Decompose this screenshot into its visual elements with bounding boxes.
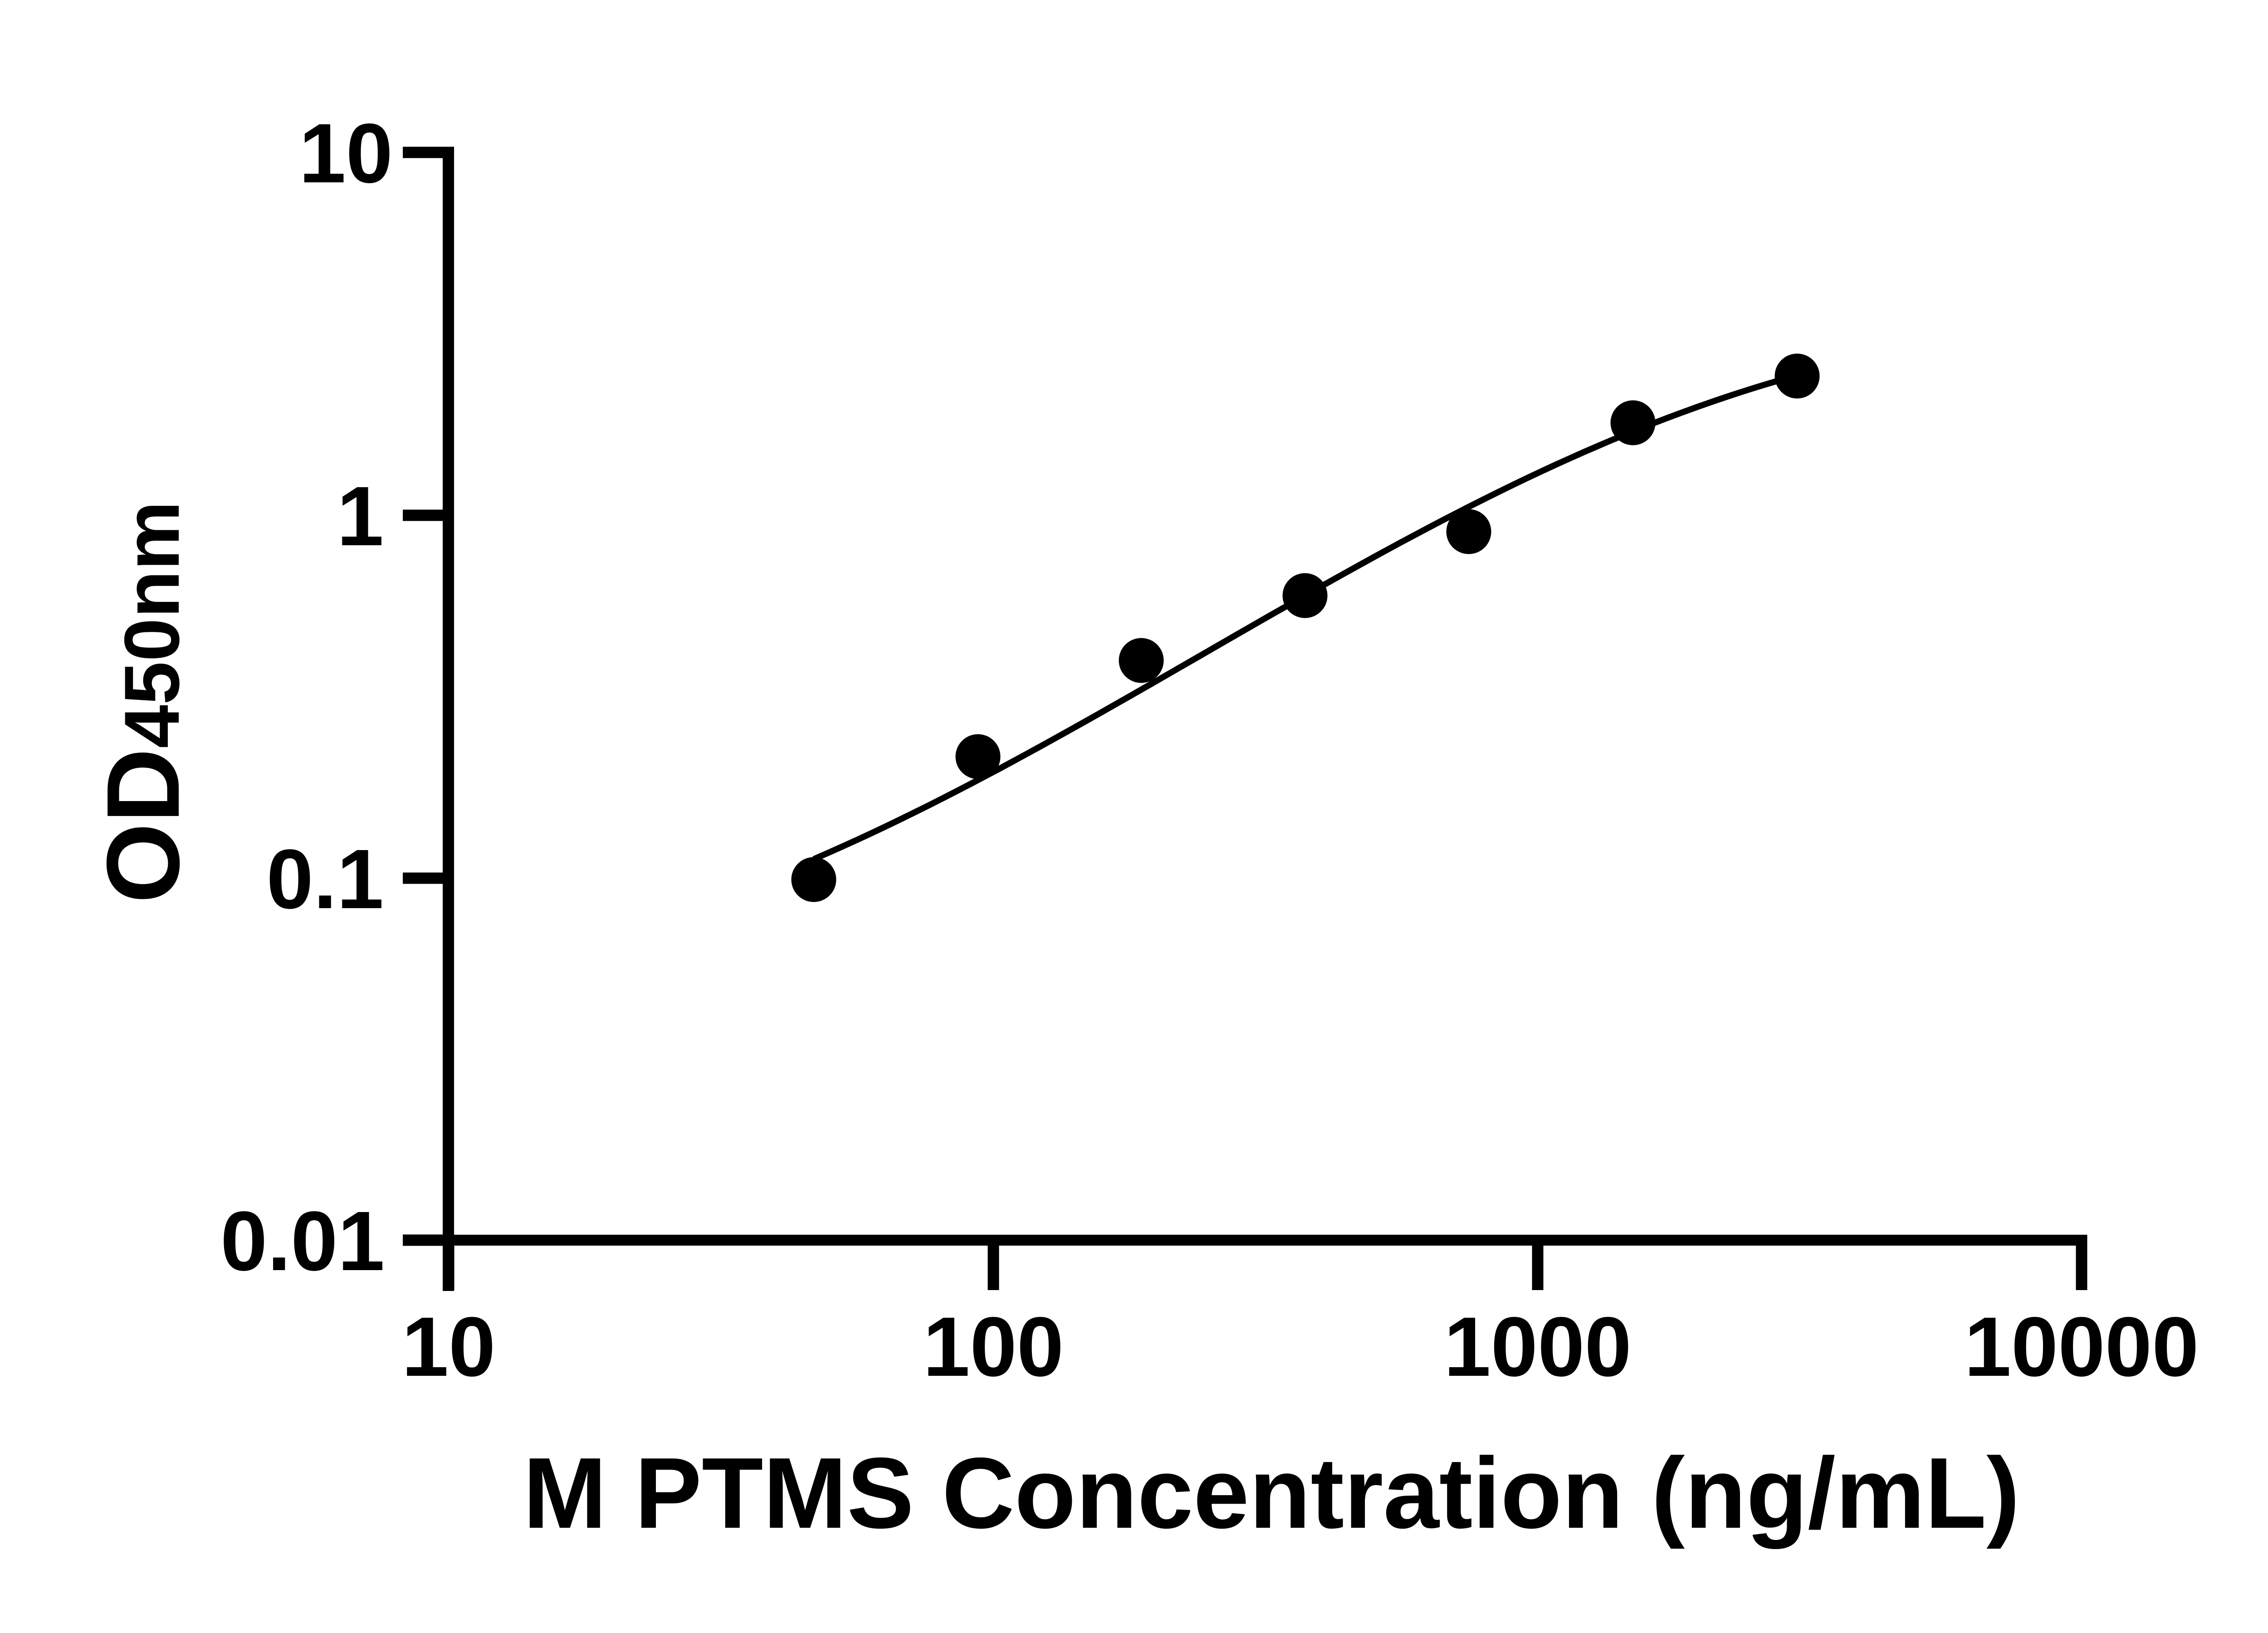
svg-text:0.1: 0.1 bbox=[266, 832, 384, 926]
svg-text:0.01: 0.01 bbox=[220, 1194, 385, 1288]
svg-text:M PTMS Concentration (ng/mL): M PTMS Concentration (ng/mL) bbox=[523, 1437, 2020, 1550]
svg-text:100: 100 bbox=[923, 1300, 1064, 1394]
svg-text:1000: 1000 bbox=[1444, 1300, 1632, 1394]
svg-text:10000: 10000 bbox=[1964, 1300, 2199, 1394]
svg-text:1: 1 bbox=[337, 469, 384, 563]
svg-text:10: 10 bbox=[402, 1300, 496, 1394]
svg-text:10: 10 bbox=[299, 107, 393, 200]
